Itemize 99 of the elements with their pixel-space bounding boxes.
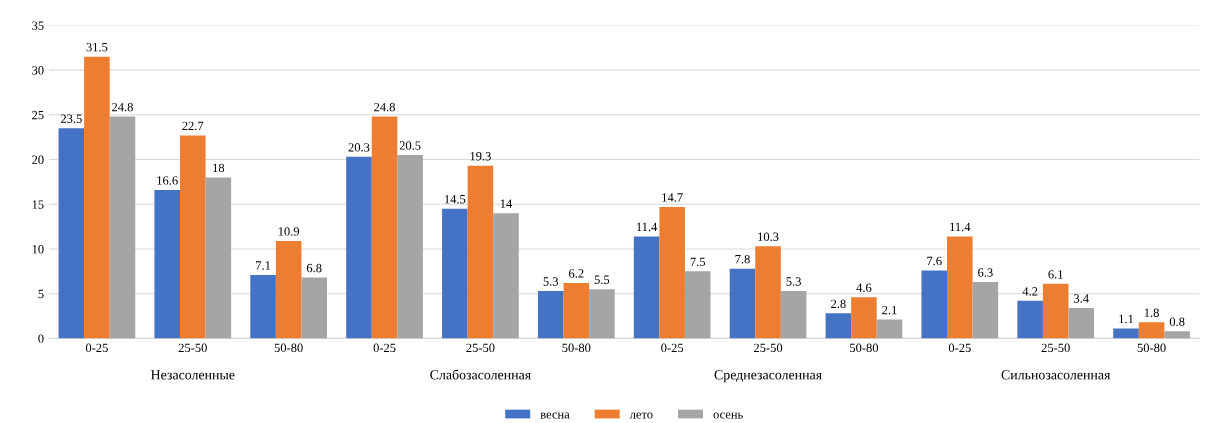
data-label: 23.5 [60,114,82,123]
data-label: 4.2 [1022,287,1038,296]
bar [109,116,136,339]
bar [825,313,852,339]
data-label: 18 [213,163,225,173]
bar [154,189,180,339]
x-tick-label: 0-25 [661,343,684,353]
data-label: 22.7 [182,121,204,131]
data-label: 2.8 [831,299,846,309]
y-tick-label: 20 [32,155,44,164]
bar [346,156,372,339]
x-tick-label: 50-80 [850,343,879,353]
bar [371,116,398,339]
data-label: 7.6 [927,256,942,266]
data-label: 3.4 [1074,294,1089,303]
data-label: 14.5 [445,195,466,204]
data-label: 20.5 [399,141,421,150]
data-label: 10.3 [758,232,779,242]
x-tick-label: 50-80 [562,343,591,353]
data-label: 7.5 [690,257,706,267]
bar [180,135,206,339]
bar [633,236,660,339]
x-tick-label: 25-50 [178,343,207,353]
bar [397,155,423,339]
data-label: 24.8 [112,102,133,112]
bar [493,213,519,339]
bar [1164,331,1190,339]
data-label: 11.4 [637,222,658,232]
data-label: 16.6 [157,176,178,185]
bar [755,246,781,339]
bar [947,236,973,339]
data-label: 31.5 [86,42,108,52]
bar [205,177,232,339]
bar [972,282,999,339]
bar [1042,283,1069,339]
bar [589,289,615,339]
data-label: 4.6 [856,283,872,292]
data-label: 6.1 [1048,270,1063,279]
bar [684,271,711,339]
y-tick-label: 25 [32,110,44,120]
y-tick-label: 15 [32,200,44,209]
x-tick-label: 50-80 [274,343,303,353]
data-label: 6.8 [306,263,322,273]
bar [1068,307,1095,339]
x-tick-label: 0-25 [373,343,396,353]
data-label: 7.8 [735,254,750,264]
data-label: 6.2 [569,269,584,278]
data-label: 5.5 [594,275,610,284]
data-label: 14 [500,199,513,208]
x-tick-label: 0-25 [948,343,971,353]
data-label: 14.7 [662,193,683,202]
data-label: 5.3 [543,277,559,286]
bar [921,270,948,339]
y-tick-label: 5 [38,289,44,299]
legend-label: осень [713,412,743,419]
data-label: 7.1 [256,261,271,270]
y-tick-label: 35 [32,21,44,30]
bar [851,297,877,339]
bar [467,165,494,339]
y-tick-label: 30 [32,66,44,75]
x-tick-label: 50-80 [1137,343,1166,353]
data-label: 20.3 [348,143,370,152]
text: Среднезасоленная [714,370,822,383]
data-label: 19.3 [470,152,491,161]
y-tick-label: 10 [32,244,44,254]
data-label: 0.8 [1169,317,1185,326]
x-tick-label: 0-25 [85,343,108,353]
bar [1138,322,1165,339]
bar [563,282,590,339]
text: Сильнозасоленная [1001,370,1111,380]
text: Незасоленные [150,370,235,380]
bar [58,128,85,339]
data-label: 2.1 [882,305,897,315]
bar [537,291,564,339]
bar [1017,300,1043,339]
legend-label: лето [629,412,653,419]
text: Слабозасоленная [430,369,531,380]
x-tick-label: 25-50 [1041,343,1070,353]
data-label: 1.8 [1144,308,1159,318]
legend-label: весна [540,412,570,419]
data-label: 10.9 [278,227,300,236]
bar [275,240,302,339]
bar [84,56,110,339]
bar [729,268,756,339]
data-label: 6.3 [978,268,993,277]
x-tick-label: 25-50 [754,343,783,353]
bar [301,277,328,339]
bar [780,291,807,339]
data-label: 11.4 [950,222,971,232]
data-label: 24.8 [374,102,395,112]
bar [876,319,903,339]
data-label: 5.3 [786,277,801,286]
data-label: 1.1 [1119,314,1134,324]
bar [659,206,685,339]
x-tick-label: 25-50 [466,343,495,353]
bar [442,208,468,339]
bar [250,274,276,339]
y-tick-label: 0 [38,334,44,343]
bar [1113,328,1139,339]
